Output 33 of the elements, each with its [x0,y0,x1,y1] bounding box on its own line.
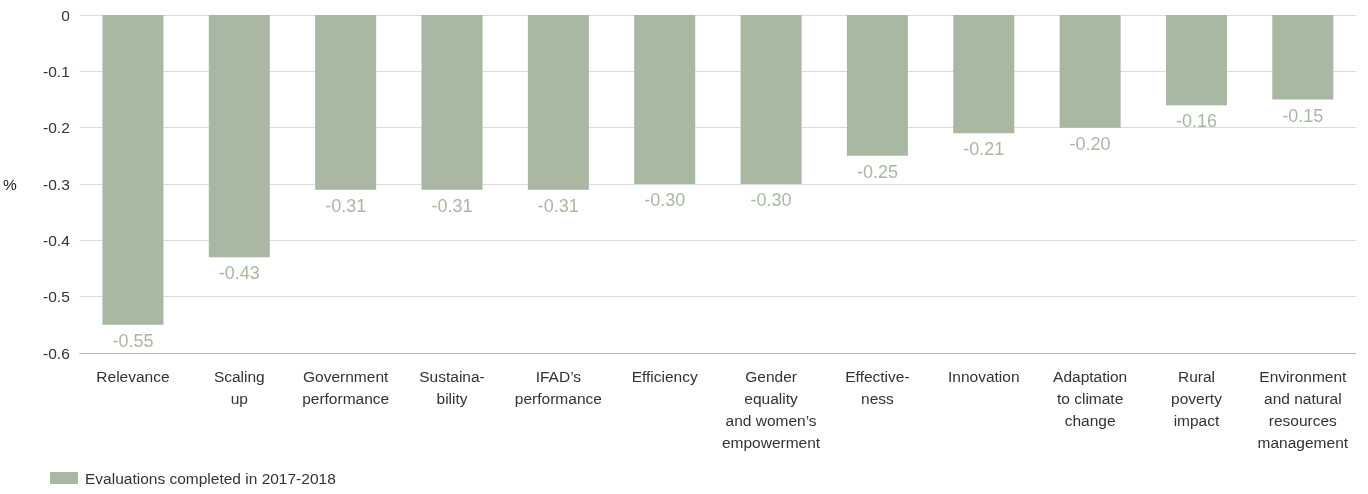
x-tick-label: Effective- ness [845,367,910,407]
x-tick-label: IFAD’s performance [514,367,602,407]
x-tick-label: Rural poverty impact [1171,367,1223,429]
x-tick-label: Adaptation to climate change [1053,367,1128,429]
x-tick-label: Relevance [96,367,170,385]
data-label: -0.30 [750,190,792,210]
y-tick-label: -0.6 [43,344,70,362]
y-tick-label: -0.1 [43,62,70,80]
data-label: -0.20 [1069,133,1111,154]
y-tick-label: 0 [61,6,71,24]
x-tick-label: Scaling up [213,367,265,407]
data-label: -0.31 [325,195,367,216]
data-label: -0.55 [112,330,154,351]
y-tick-label: -0.4 [43,231,71,249]
data-label: -0.43 [218,263,260,284]
x-tick-label: Innovation [948,367,1020,385]
data-label: -0.15 [1282,105,1324,126]
x-tick-label: Environment and natural resources management [1257,367,1349,451]
x-tick-label: Government performance [302,367,390,407]
data-label: -0.31 [431,195,473,216]
y-tick-label: -0.5 [43,288,70,306]
data-label: -0.16 [1175,111,1217,132]
data-label: -0.25 [856,161,898,182]
y-axis-title: % [2,175,17,193]
data-label: -0.30 [644,190,686,210]
y-tick-label: -0.3 [43,175,70,193]
x-tick-label: Gender equality and women’s empowerment [721,367,821,451]
x-tick-label: Efficiency [631,367,698,385]
y-tick-label: -0.2 [43,119,70,137]
data-label: -0.31 [537,195,579,216]
data-label: -0.21 [963,139,1005,160]
legend-label: Evaluations completed in 2017-2018 [85,469,336,487]
x-tick-label: Sustaina- bility [419,367,485,407]
